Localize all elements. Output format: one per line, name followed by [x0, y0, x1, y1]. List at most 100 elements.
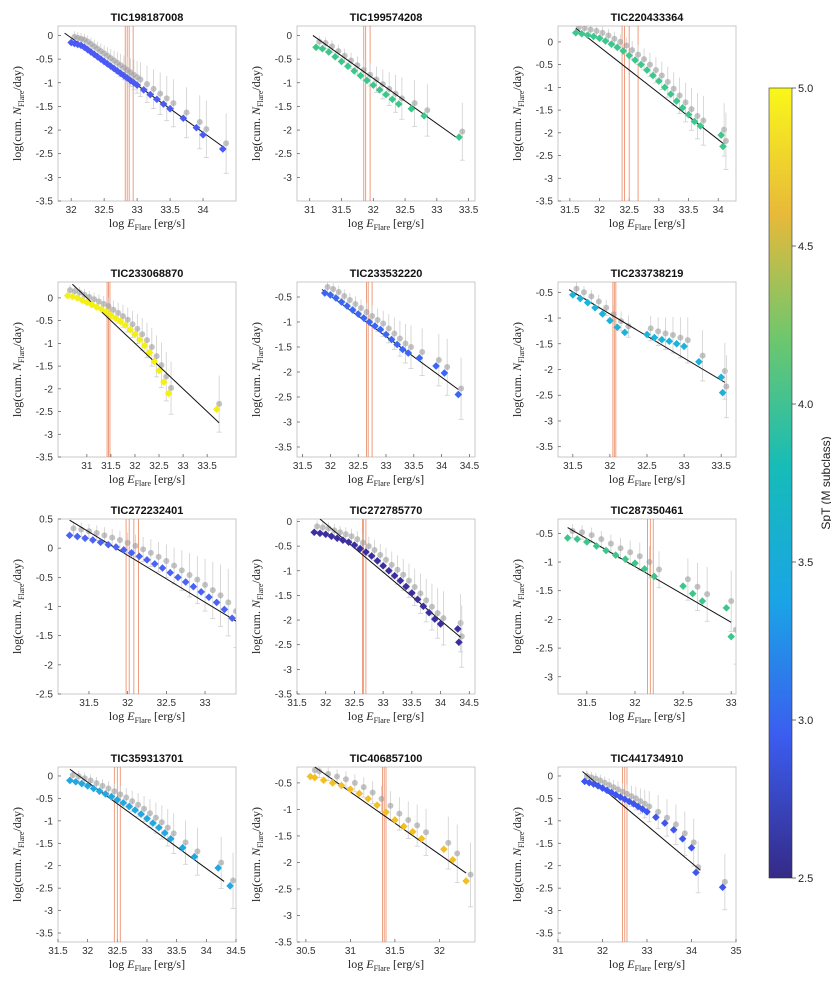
y-tick-label: -3.5	[36, 929, 54, 940]
plot-area	[320, 282, 465, 457]
flare-point	[166, 104, 174, 113]
comparison-point	[677, 334, 684, 341]
comparison-point	[605, 32, 612, 39]
comparison-point	[163, 373, 170, 380]
comparison-point	[598, 536, 605, 543]
flare-point	[398, 345, 407, 354]
flare-point	[337, 298, 346, 306]
flare-point	[181, 578, 190, 586]
flare-point	[348, 306, 357, 314]
plot-frame	[296, 281, 476, 458]
y-tick-label: -3.5	[536, 197, 554, 208]
comparison-point	[144, 81, 150, 88]
comparison-point	[424, 107, 431, 114]
comparison-point	[225, 599, 232, 606]
y-tick-label: -1.5	[536, 339, 554, 350]
flare-point	[391, 816, 399, 824]
x-tick-label: 32	[320, 698, 332, 709]
y-axis-label: log(cum. NFlare/day)	[249, 807, 265, 902]
comparison-point	[377, 551, 384, 558]
subplot-TIC220433364: TIC220433364 31.5 32 32.5 33 33.5 34 0 -0.5 -1 -1.…	[510, 12, 737, 232]
flare-point	[344, 538, 353, 547]
flare-point	[140, 341, 149, 350]
comparison-point	[669, 332, 676, 339]
comparison-point	[354, 62, 361, 69]
comparison-point	[91, 296, 98, 303]
y-tick-label: -1.5	[36, 631, 54, 642]
flare-point	[680, 342, 688, 351]
subplot-TIC199574208: TIC199574208 31 31.5 32 32.5 33 33.5 0 -0.5 -1 -1.…	[249, 12, 479, 232]
comparison-point	[588, 293, 595, 300]
flare-point	[112, 543, 120, 551]
flare-point	[430, 615, 439, 623]
comparison-point	[619, 788, 626, 795]
flare-point	[164, 389, 173, 398]
comparison-point	[194, 576, 201, 583]
comparison-point	[110, 306, 117, 313]
comparison-point	[342, 776, 349, 783]
x-tick-label: 34	[436, 461, 448, 472]
flare-point	[199, 130, 207, 139]
x-tick-label: 31.5	[385, 946, 405, 957]
y-tick-label: 0	[286, 31, 292, 42]
flare-point	[97, 305, 106, 314]
plot-frame	[557, 281, 737, 458]
comparison-point	[141, 805, 148, 812]
flare-point	[598, 784, 607, 792]
comparison-point	[636, 553, 643, 560]
comparison-point	[67, 287, 74, 294]
flare-point	[328, 779, 337, 787]
comparison-point	[690, 839, 697, 846]
comparison-point	[354, 536, 361, 543]
x-tick-label: 33.5	[160, 205, 180, 216]
subplot-TIC233532220: TIC233532220 31.5 32 32.5 33 33.5 34 34.5 -0.5 -1…	[249, 268, 480, 488]
subplot-title: TIC272232401	[111, 505, 184, 517]
plot-area	[64, 26, 230, 201]
y-axis-label: log(cum. NFlare/day)	[249, 322, 265, 417]
x-tick-label: 31.5	[332, 205, 352, 216]
flare-point	[159, 378, 168, 386]
x-tick-label: 31.5	[287, 698, 307, 709]
plot-area	[63, 282, 223, 457]
flare-point	[310, 528, 319, 537]
flare-point	[220, 605, 229, 614]
y-tick-label: -2	[544, 365, 553, 376]
flare-point	[333, 534, 342, 543]
flare-point	[629, 799, 638, 808]
comparison-point	[610, 311, 617, 318]
comparison-point	[209, 587, 216, 594]
flare-point	[119, 546, 128, 554]
x-tick-label: 33.5	[459, 205, 479, 216]
x-tick-label: 32	[597, 946, 609, 957]
flare-point	[419, 602, 428, 611]
plot-frame	[57, 766, 237, 943]
comparison-point	[434, 610, 441, 617]
comparison-point	[603, 304, 610, 311]
comparison-point	[423, 829, 430, 836]
x-tick-label: 32.5	[157, 698, 177, 709]
flare-point	[346, 785, 355, 794]
comparison-point	[146, 810, 153, 817]
comparison-point	[655, 328, 662, 335]
comparison-point	[95, 298, 102, 305]
comparison-point	[581, 26, 588, 32]
comparison-point	[374, 317, 381, 323]
colorbar-tick-label: 3.0	[798, 715, 813, 727]
x-tick-label: 33.5	[679, 205, 699, 216]
flare-point	[95, 787, 104, 796]
flare-point	[718, 883, 727, 892]
y-tick-label: -0.5	[536, 794, 554, 805]
flare-point	[90, 50, 99, 59]
x-axis-label: log EFlare [erg/s]	[109, 472, 185, 488]
comparison-point	[388, 561, 395, 568]
comparison-point	[109, 534, 116, 541]
flare-point	[382, 330, 390, 339]
comparison-point	[440, 615, 447, 622]
flare-point	[364, 794, 373, 803]
y-tick-label: -2	[544, 615, 553, 626]
comparison-point	[132, 542, 139, 549]
flare-point	[382, 90, 390, 99]
y-axis-label: log(cum. NFlare/day)	[510, 559, 526, 654]
subplot-title: TIC441734910	[611, 753, 684, 765]
comparison-point	[414, 822, 421, 829]
